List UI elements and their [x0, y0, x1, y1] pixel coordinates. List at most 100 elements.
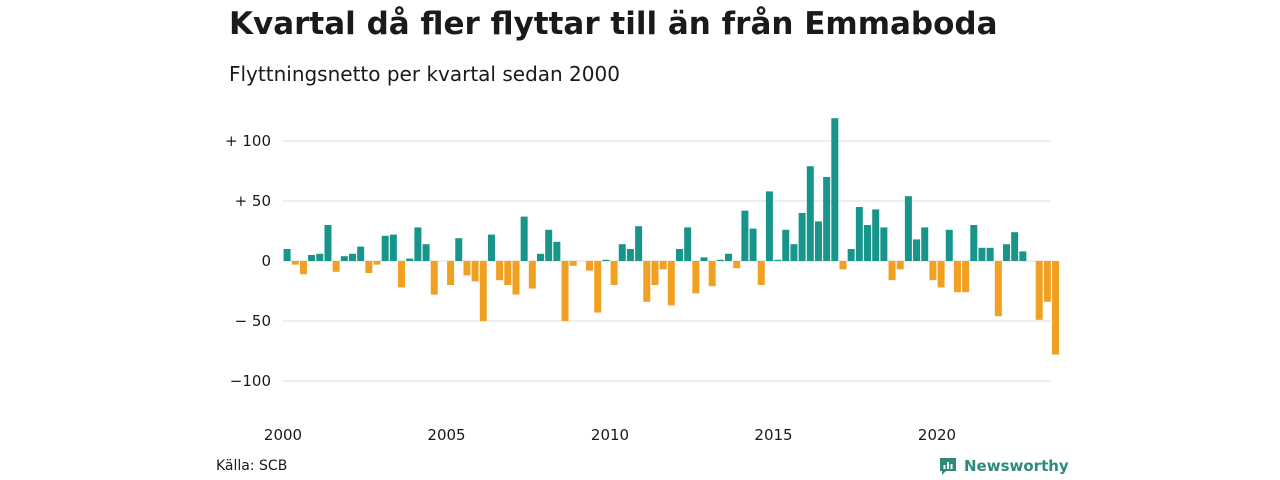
bar — [602, 259, 610, 261]
bar — [913, 239, 921, 261]
bar — [684, 227, 692, 261]
bar — [291, 261, 299, 265]
bar — [561, 261, 569, 321]
y-tick-label: − 50 — [235, 312, 271, 330]
chart-title: Kvartal då fler flyttar till än från Emm… — [229, 6, 998, 42]
bar — [504, 261, 512, 285]
bar — [569, 261, 577, 266]
bar — [774, 259, 782, 261]
bar — [381, 235, 389, 261]
bar — [978, 247, 986, 261]
y-tick-label: + 100 — [225, 132, 271, 150]
bar — [1043, 261, 1051, 302]
bar — [864, 225, 872, 261]
axis-labels: + 100 + 50 0 − 50 −100 2000 2005 2010 2015 2020 — [225, 132, 956, 444]
bar — [962, 261, 970, 293]
x-tick-label: 2020 — [918, 426, 956, 444]
bar — [1052, 261, 1060, 355]
x-tick-label: 2000 — [264, 426, 302, 444]
bar — [659, 261, 667, 270]
bar — [970, 225, 978, 261]
bar — [610, 261, 618, 285]
bar — [945, 229, 953, 261]
bars — [283, 118, 1060, 355]
bar — [839, 261, 847, 270]
bar — [528, 261, 536, 289]
bar — [414, 227, 422, 261]
bar — [725, 253, 733, 261]
bar — [823, 177, 831, 261]
bar — [937, 261, 945, 288]
bar — [340, 256, 348, 261]
bar — [365, 261, 373, 273]
newsworthy-logo-icon — [940, 458, 956, 475]
bar — [471, 261, 479, 282]
bar — [896, 261, 904, 270]
bar — [316, 253, 324, 261]
bar — [586, 261, 594, 271]
bar — [765, 191, 773, 261]
bar — [357, 246, 365, 261]
bar — [741, 210, 749, 261]
x-tick-label: 2010 — [591, 426, 629, 444]
bar — [618, 244, 626, 261]
bar — [487, 234, 495, 261]
bar — [921, 227, 929, 261]
bar — [496, 261, 504, 281]
bar — [733, 261, 741, 269]
bar — [430, 261, 438, 295]
bar — [389, 234, 397, 261]
bar — [814, 221, 822, 261]
bar — [929, 261, 937, 281]
bar — [855, 207, 863, 261]
y-tick-label: 0 — [261, 252, 271, 270]
bar — [463, 261, 471, 276]
bar — [667, 261, 675, 306]
bar — [594, 261, 602, 313]
bar — [790, 244, 798, 261]
bar — [872, 209, 880, 261]
bar — [1011, 232, 1019, 261]
bar — [749, 228, 757, 261]
bar — [675, 249, 683, 261]
bar — [373, 261, 381, 265]
bar — [422, 244, 430, 261]
bar — [520, 216, 528, 261]
bar — [757, 261, 765, 285]
chart-subtitle: Flyttningsnetto per kvartal sedan 2000 — [229, 62, 620, 86]
bar — [692, 261, 700, 294]
bar — [1019, 251, 1027, 261]
brand-name: Newsworthy — [964, 457, 1069, 475]
bar — [455, 238, 463, 261]
bar — [986, 247, 994, 261]
bar — [700, 257, 708, 261]
x-tick-label: 2015 — [754, 426, 792, 444]
bar — [406, 258, 414, 261]
bar — [626, 249, 634, 261]
bar — [308, 255, 316, 261]
bar — [708, 261, 716, 287]
bar — [299, 261, 307, 275]
y-tick-label: + 50 — [235, 192, 271, 210]
bar — [831, 118, 839, 261]
bar — [651, 261, 659, 285]
bar — [806, 166, 814, 261]
bar — [512, 261, 520, 295]
bar — [1035, 261, 1043, 320]
bar — [537, 253, 545, 261]
bar — [283, 249, 291, 261]
bar — [635, 226, 643, 261]
bar — [904, 196, 912, 261]
bar — [953, 261, 961, 293]
y-tick-label: −100 — [230, 372, 271, 390]
bar — [716, 259, 724, 261]
bar — [332, 261, 340, 272]
source-note: Källa: SCB — [216, 458, 288, 474]
bar — [479, 261, 487, 321]
bar — [782, 229, 790, 261]
bar — [545, 229, 553, 261]
bar — [398, 261, 406, 288]
bar — [798, 213, 806, 261]
brand-logo: Newsworthy — [938, 456, 1069, 476]
